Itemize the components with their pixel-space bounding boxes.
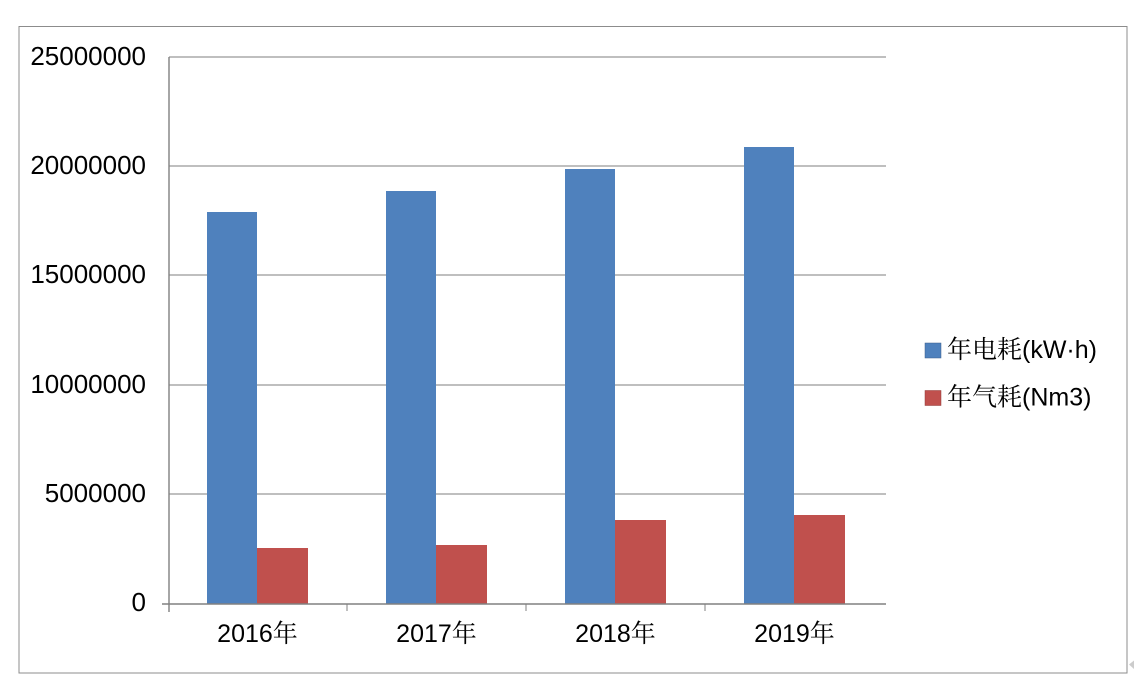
svg-text:25000000: 25000000 [30,41,146,71]
svg-text:5000000: 5000000 [45,478,146,508]
svg-text:年电耗(kW·h): 年电耗(kW·h) [947,330,1097,366]
svg-text:2018年: 2018年 [575,614,656,650]
svg-text:15000000: 15000000 [30,259,146,289]
svg-text:10000000: 10000000 [30,369,146,399]
svg-text:年气耗(Nm3): 年气耗(Nm3) [947,378,1091,414]
svg-text:2016年: 2016年 [217,614,298,650]
svg-text:20000000: 20000000 [30,150,146,180]
svg-text:0: 0 [132,587,146,617]
svg-text:2017年: 2017年 [396,614,477,650]
svg-text:2019年: 2019年 [754,614,835,650]
